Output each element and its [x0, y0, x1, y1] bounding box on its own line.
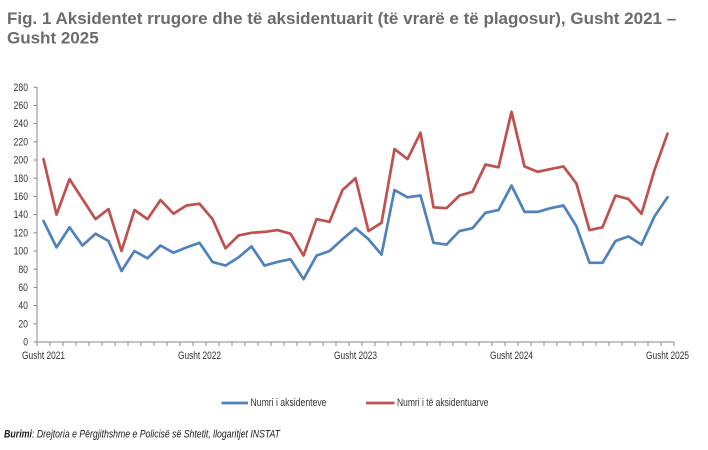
svg-text:: Drejtoria e Përgjithshme e P: : Drejtoria e Përgjithshme e Policisë së…	[32, 429, 281, 441]
svg-text:20: 20	[18, 318, 28, 330]
svg-text:60: 60	[18, 282, 28, 294]
svg-text:80: 80	[18, 264, 28, 276]
svg-text:180: 180	[14, 173, 28, 185]
svg-text:Gusht 2021: Gusht 2021	[22, 350, 65, 362]
svg-text:Numri i aksidenteve: Numri i aksidenteve	[251, 397, 327, 409]
svg-text:Gusht 2022: Gusht 2022	[178, 350, 221, 362]
svg-text:120: 120	[14, 227, 28, 239]
svg-text:Gusht 2024: Gusht 2024	[490, 350, 533, 362]
svg-text:Burimi: Burimi	[4, 429, 33, 441]
svg-text:160: 160	[14, 191, 28, 203]
svg-text:Fig. 1 Aksidentet rrugore dhe: Fig. 1 Aksidentet rrugore dhe të aksiden…	[7, 9, 676, 28]
svg-text:Numri i të aksidentuarve: Numri i të aksidentuarve	[397, 397, 489, 409]
svg-text:200: 200	[14, 155, 28, 167]
svg-text:Gusht 2025: Gusht 2025	[646, 350, 689, 362]
svg-text:260: 260	[14, 100, 28, 112]
svg-text:240: 240	[14, 118, 28, 130]
svg-text:100: 100	[14, 246, 28, 258]
svg-text:220: 220	[14, 136, 28, 148]
svg-text:280: 280	[14, 82, 28, 94]
svg-text:40: 40	[18, 300, 28, 312]
svg-text:0: 0	[23, 337, 28, 349]
svg-text:140: 140	[14, 209, 28, 221]
svg-text:Gusht 2023: Gusht 2023	[334, 350, 377, 362]
svg-text:Gusht 2025: Gusht 2025	[7, 28, 99, 47]
